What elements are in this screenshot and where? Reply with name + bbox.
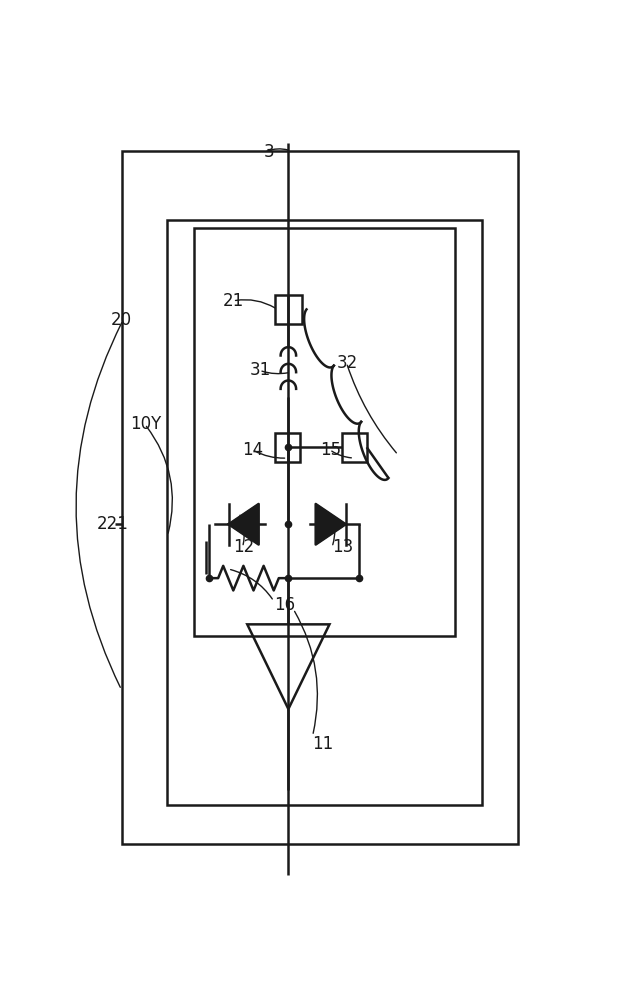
- Bar: [341, 433, 367, 462]
- Text: 15: 15: [319, 441, 341, 459]
- Polygon shape: [316, 504, 346, 545]
- Bar: [275, 295, 301, 324]
- Bar: [194, 228, 456, 636]
- Text: 11: 11: [313, 735, 334, 753]
- Text: 13: 13: [332, 538, 353, 556]
- Polygon shape: [228, 504, 258, 545]
- Text: 32: 32: [337, 354, 358, 372]
- Text: 31: 31: [250, 361, 271, 379]
- Text: 12: 12: [233, 538, 254, 556]
- Text: 20: 20: [111, 311, 132, 329]
- Text: 16: 16: [274, 596, 295, 614]
- Text: 21: 21: [223, 292, 245, 310]
- Text: 14: 14: [242, 441, 263, 459]
- Bar: [167, 220, 482, 805]
- Text: 221: 221: [96, 515, 129, 533]
- Text: 3: 3: [264, 143, 275, 161]
- Bar: [275, 433, 300, 462]
- Text: 10Y: 10Y: [130, 415, 162, 433]
- Bar: [122, 151, 518, 844]
